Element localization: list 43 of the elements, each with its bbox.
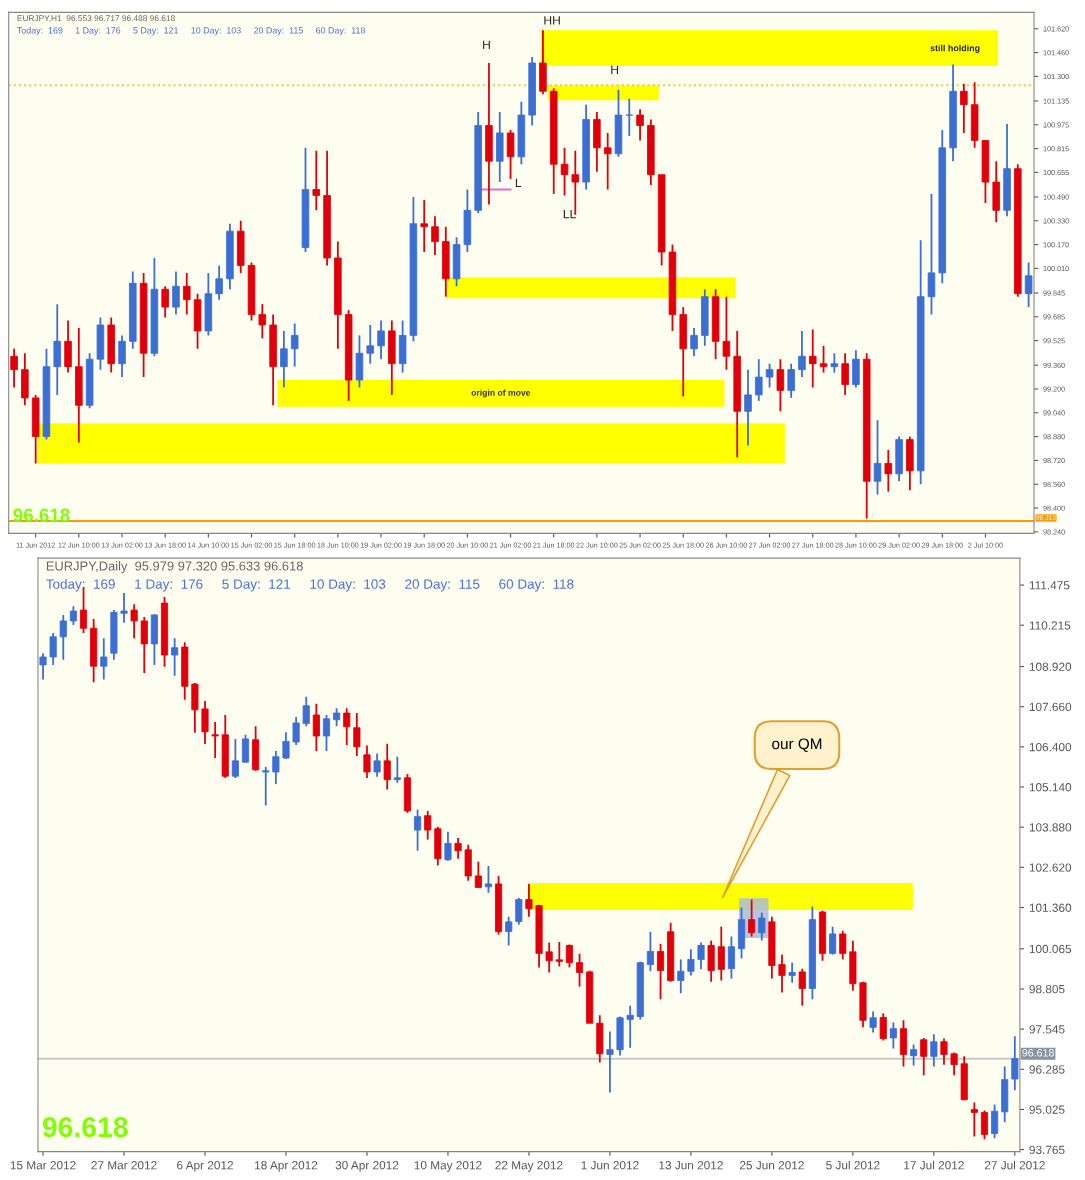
band-label: origin of move: [471, 389, 531, 398]
text: Today: 169 1 Day: 176 5 Day: 121 10 Day: 103 20 Day: 115 60 Day: 118: [46, 578, 574, 592]
annotation: 96.618: [42, 1117, 128, 1138]
text: Today: 169 1 Day: 176 5 Day: 121 10 Day: 103 20 Day: 115 60 Day: 118: [17, 26, 366, 36]
y-tick-label: 108.920: [1029, 662, 1072, 671]
x-tick-label: 27 Mar 2012: [91, 1161, 157, 1170]
x-tick-label: 1 Jun 2012: [581, 1161, 639, 1170]
y-tick-label: 110.215: [1029, 621, 1071, 630]
x-tick-label: 25 Jun 2012: [739, 1161, 804, 1170]
annotation: L: [515, 178, 522, 188]
x-tick-label: 22 May 2012: [495, 1161, 563, 1172]
ref-line-label: 96.618: [1022, 1049, 1054, 1057]
annotation: still holding: [930, 44, 980, 54]
y-tick-label: 105.140: [1029, 783, 1072, 792]
x-tick-label: 5 Jul 2012: [826, 1160, 880, 1170]
x-tick-label: 6 Apr 2012: [177, 1161, 233, 1172]
x-tick-label: 30 Apr 2012: [335, 1161, 399, 1172]
annotation: HH: [544, 16, 560, 25]
x-tick-label: 27 Jul 2012: [984, 1160, 1045, 1170]
annotation: H: [611, 65, 619, 74]
y-tick-label: 106.400: [1029, 742, 1072, 752]
y-tick-label: 93.765: [1029, 1145, 1065, 1154]
x-tick-label: 17 Jul 2012: [904, 1160, 964, 1170]
annotation: LL: [563, 209, 576, 219]
chart-title: EURJPY,Daily 95.979 97.320 95.633 96.618: [46, 561, 303, 574]
y-tick-label: 96.285: [1029, 1065, 1065, 1074]
x-tick-label: 13 Jun 2012: [659, 1161, 723, 1170]
y-tick-label: 111.475: [1029, 581, 1070, 590]
annotation: 96.618: [13, 508, 70, 522]
x-tick-label: 10 May 2012: [414, 1161, 482, 1172]
annotation: H: [483, 40, 490, 49]
x-tick-label: 18 Apr 2012: [255, 1161, 318, 1172]
y-tick-label: 103.880: [1029, 823, 1072, 832]
chart-title: EURJPY,H1 96.553 96.717 96.488 96.618: [17, 15, 175, 23]
y-tick-label: 100.065: [1029, 944, 1072, 954]
y-tick-label: 107.660: [1029, 702, 1072, 712]
y-tick-label: 102.620: [1029, 863, 1072, 872]
annotation: our QM: [772, 738, 822, 752]
y-tick-label: 98.805: [1029, 984, 1065, 994]
x-tick-label: 15 Mar 2012: [10, 1161, 76, 1170]
y-tick-label: 95.025: [1029, 1105, 1065, 1114]
y-tick-label: 97.545: [1029, 1025, 1065, 1034]
y-tick-label: 101.360: [1029, 903, 1072, 912]
